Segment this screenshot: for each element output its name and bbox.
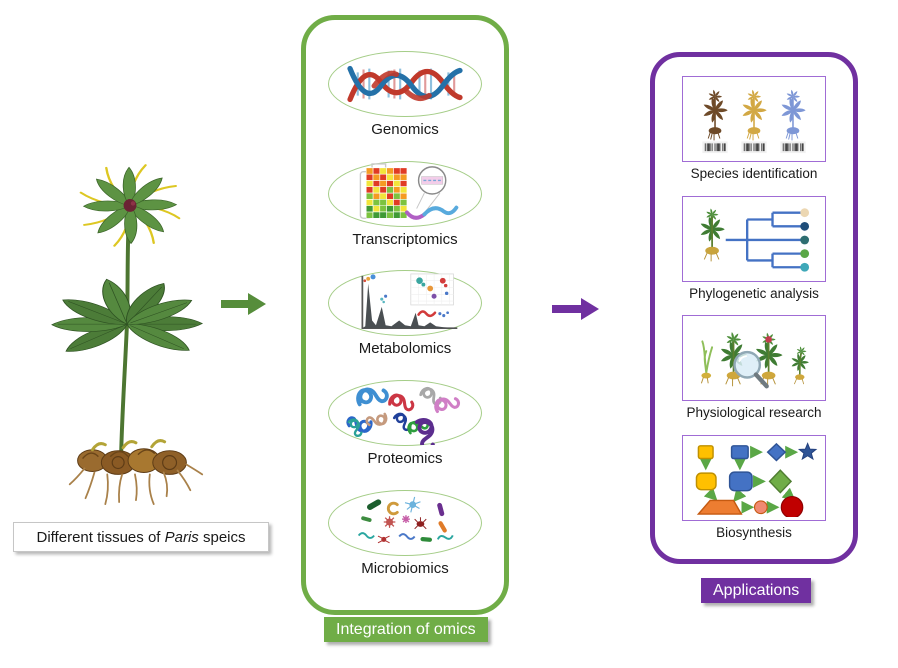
omics-item-metabolomics: Metabolomics [328, 270, 482, 357]
metabolomics-oval [328, 270, 482, 337]
mass-spectrum-icon [361, 274, 458, 330]
applications-panel: Species identification [650, 52, 858, 564]
physiological-research-card [682, 315, 826, 402]
species-identification-card [682, 75, 826, 162]
phylogenetic-analysis-label: Phylogenetic analysis [689, 285, 819, 301]
paris-plant-icon [51, 164, 204, 505]
microbiomics-oval [328, 490, 482, 557]
applications-tag: Applications [701, 578, 812, 603]
barcoded-plants-icon [701, 81, 807, 154]
phylogenetic-analysis-card [682, 195, 826, 282]
species-identification-label: Species identification [690, 165, 818, 181]
plants-magnifier-icon [700, 320, 818, 389]
heatmap-rna-magnifier-icon [359, 162, 459, 220]
omics-item-transcriptomics: Transcriptomics [328, 160, 482, 248]
protein-ribbons-icon [346, 383, 462, 446]
phylogenetic-tree-icon [690, 201, 810, 272]
genomics-oval [328, 50, 482, 117]
caption-prefix: Different tissues of [36, 528, 165, 546]
transcriptomics-oval [328, 160, 482, 227]
flow-arrow-to-omics-icon [221, 293, 266, 315]
metabolomics-label: Metabolomics [358, 340, 452, 358]
integration-of-omics-panel: Genomics [301, 15, 509, 615]
omics-item-microbiomics: Microbiomics [328, 490, 482, 577]
caption-suffix: speics [198, 528, 246, 546]
app-item-species-identification: Species identification [682, 75, 826, 181]
omics-item-proteomics: Proteomics [328, 380, 482, 467]
proteomics-label: Proteomics [367, 450, 443, 468]
transcriptomics-label: Transcriptomics [352, 230, 458, 248]
app-item-phylogenetic-analysis: Phylogenetic analysis [682, 195, 826, 301]
app-item-physiological-research: Physiological research [682, 315, 826, 420]
microbes-icon [357, 496, 454, 544]
paris-plant-illustration [22, 156, 242, 512]
omics-item-genomics: Genomics [328, 50, 482, 138]
dna-double-helix-icon [347, 65, 463, 102]
integration-tag: Integration of omics [324, 617, 488, 642]
proteomics-oval [328, 380, 482, 447]
plant-caption: Different tissues of Paris speics [13, 522, 269, 552]
genomics-label: Genomics [371, 120, 439, 138]
microbiomics-label: Microbiomics [361, 560, 449, 578]
physiological-research-label: Physiological research [686, 405, 822, 421]
caption-species-italic: Paris [164, 528, 199, 546]
flow-arrow-to-applications-icon [552, 298, 599, 320]
app-item-biosynthesis: Biosynthesis [682, 435, 826, 540]
biosynthesis-label: Biosynthesis [716, 525, 792, 541]
biosynthesis-card [682, 435, 826, 522]
pathway-shapes-icon [695, 442, 818, 518]
